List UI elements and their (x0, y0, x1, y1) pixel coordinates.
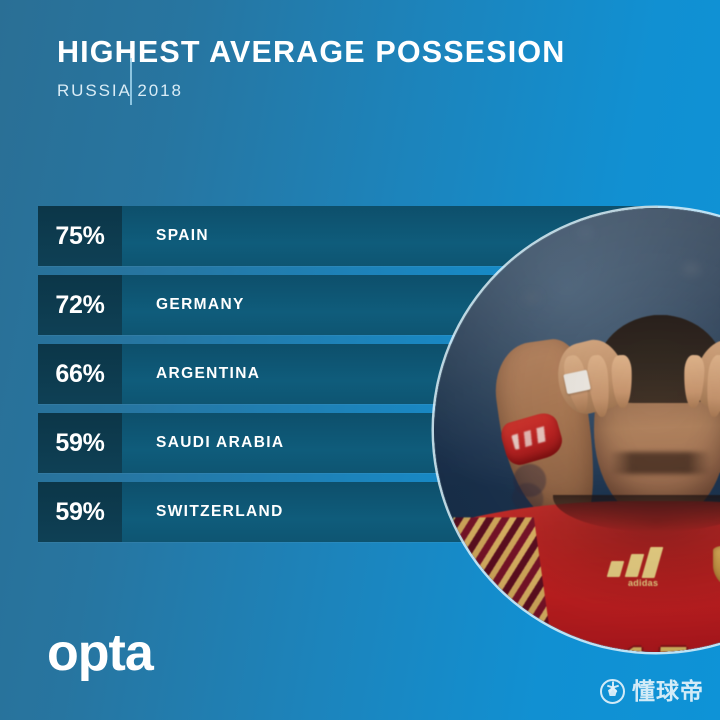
player-photo-circle: adidas ★ 15 (434, 208, 720, 652)
player-jersey: adidas ★ 15 (434, 494, 720, 652)
team-name: SAUDI ARABIA (156, 434, 285, 451)
page-subtitle: RUSSIA 2018 (57, 81, 183, 101)
player-photo: adidas ★ 15 (434, 208, 720, 652)
jersey-shoulder-pattern (434, 517, 558, 652)
armband-pattern (511, 425, 551, 450)
jersey-number: 15 (434, 639, 720, 652)
watermark: 懂球帝 (600, 679, 704, 704)
jersey-neckline (552, 494, 720, 532)
team-name: ARGENTINA (156, 365, 261, 382)
watermark-label: 懂球帝 (632, 678, 704, 704)
possession-value: 59% (38, 482, 122, 542)
possession-value: 66% (38, 344, 122, 404)
possession-value: 75% (38, 206, 122, 266)
possession-value: 59% (38, 413, 122, 473)
adidas-logo-icon: adidas (604, 546, 681, 589)
team-name: GERMANY (156, 296, 245, 313)
possession-value: 72% (38, 275, 122, 335)
page-title: HIGHEST AVERAGE POSSESION (57, 35, 566, 69)
spain-crest-icon (712, 545, 720, 591)
soccer-ball-icon (600, 679, 625, 704)
player-brow-shadow (609, 452, 712, 475)
header-block: HIGHEST AVERAGE POSSESION RUSSIA 2018 (57, 35, 617, 105)
team-name: SWITZERLAND (156, 503, 284, 520)
opta-logo: opta (47, 624, 154, 682)
adidas-wordmark: adidas (627, 578, 659, 589)
title-divider-line (130, 58, 132, 105)
team-name: SPAIN (156, 227, 209, 244)
